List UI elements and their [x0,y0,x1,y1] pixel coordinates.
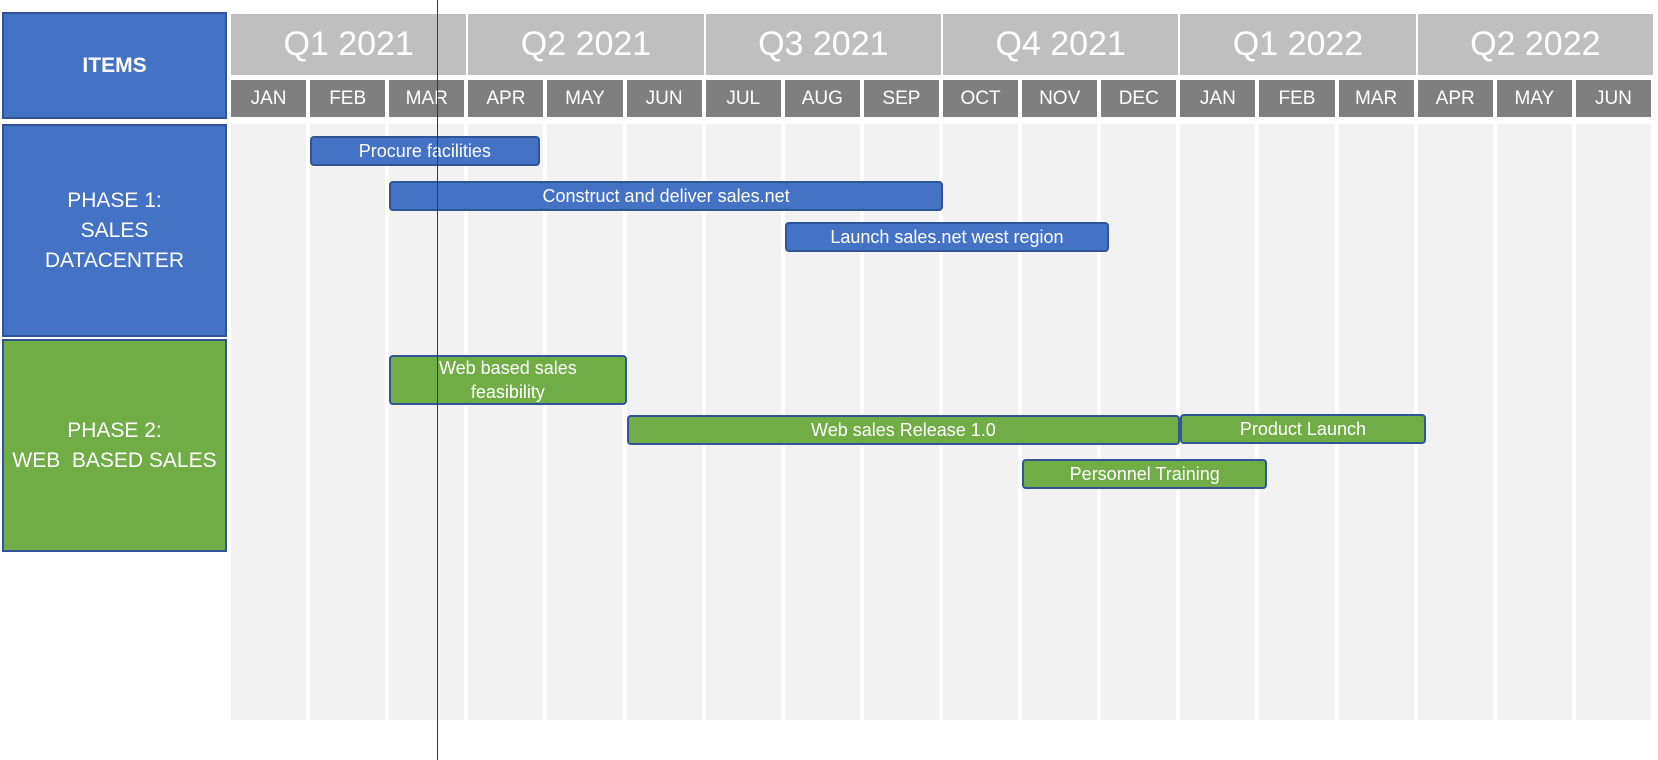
phase-1-line-3: DATACENTER [44,248,185,272]
month-header: MAR [389,80,465,117]
month-column-bg [310,124,386,720]
month-column-bg [1575,124,1651,720]
task-label: Web sales Release 1.0 [811,420,996,440]
phase-1-line-1: PHASE 1: [67,188,162,212]
task-bar[interactable]: Launch sales.net west region [784,222,1110,252]
quarter-header: Q1 2021 [231,14,467,75]
task-label: Personnel Training [1069,464,1220,484]
phase-2-label-box: PHASE 2: WEB BASED SALES [2,339,227,552]
task-label: Construct and deliver sales.net [542,186,790,206]
month-column-bg [468,124,544,720]
quarter-header: Q4 2021 [943,14,1179,75]
month-header: MAY [547,80,623,117]
month-column-bg [1417,124,1493,720]
month-header: JUL [705,80,781,117]
month-header: FEB [310,80,386,117]
task-label: Product Launch [1239,419,1366,439]
month-header: DEC [1101,80,1177,117]
month-header: JUN [1575,80,1651,117]
phase-1-label-box: PHASE 1: SALES DATACENTER [2,124,227,337]
quarter-header: Q2 2021 [468,14,704,75]
month-column-bg [547,124,623,720]
task-bar[interactable]: Web based sales feasibility [389,355,627,405]
task-bar[interactable]: Construct and deliver sales.net [389,181,943,211]
today-marker-line [436,0,438,760]
task-label: Procure facilities [358,141,491,161]
month-header: APR [468,80,544,117]
month-header: OCT [943,80,1019,117]
quarter-header: Q3 2021 [705,14,941,75]
task-bar[interactable]: Web sales Release 1.0 [626,415,1181,445]
month-column-bg [389,124,465,720]
phase-2-line-2: WEB BASED SALES [12,448,217,472]
month-header: JAN [1180,80,1256,117]
month-header: SEP [863,80,939,117]
month-header: JUN [626,80,702,117]
items-header: ITEMS [2,12,227,119]
month-column-bg [1496,124,1572,720]
phase-1-line-2: SALES [80,218,149,242]
task-label: Web based sales feasibility [438,358,577,402]
month-header: MAR [1338,80,1414,117]
month-column-bg [231,124,307,720]
quarter-header: Q2 2022 [1417,14,1653,75]
task-label: Launch sales.net west region [830,227,1064,247]
quarter-header: Q1 2022 [1180,14,1416,75]
task-bar[interactable]: Product Launch [1180,414,1426,444]
task-bar[interactable]: Procure facilities [310,136,540,166]
month-header: FEB [1259,80,1335,117]
task-bar[interactable]: Personnel Training [1022,459,1268,489]
phase-2-line-1: PHASE 2: [67,418,162,442]
month-header: NOV [1022,80,1098,117]
month-header: JAN [231,80,307,117]
month-header: MAY [1496,80,1572,117]
items-label: ITEMS [82,53,147,77]
month-header: AUG [784,80,860,117]
month-header: APR [1417,80,1493,117]
